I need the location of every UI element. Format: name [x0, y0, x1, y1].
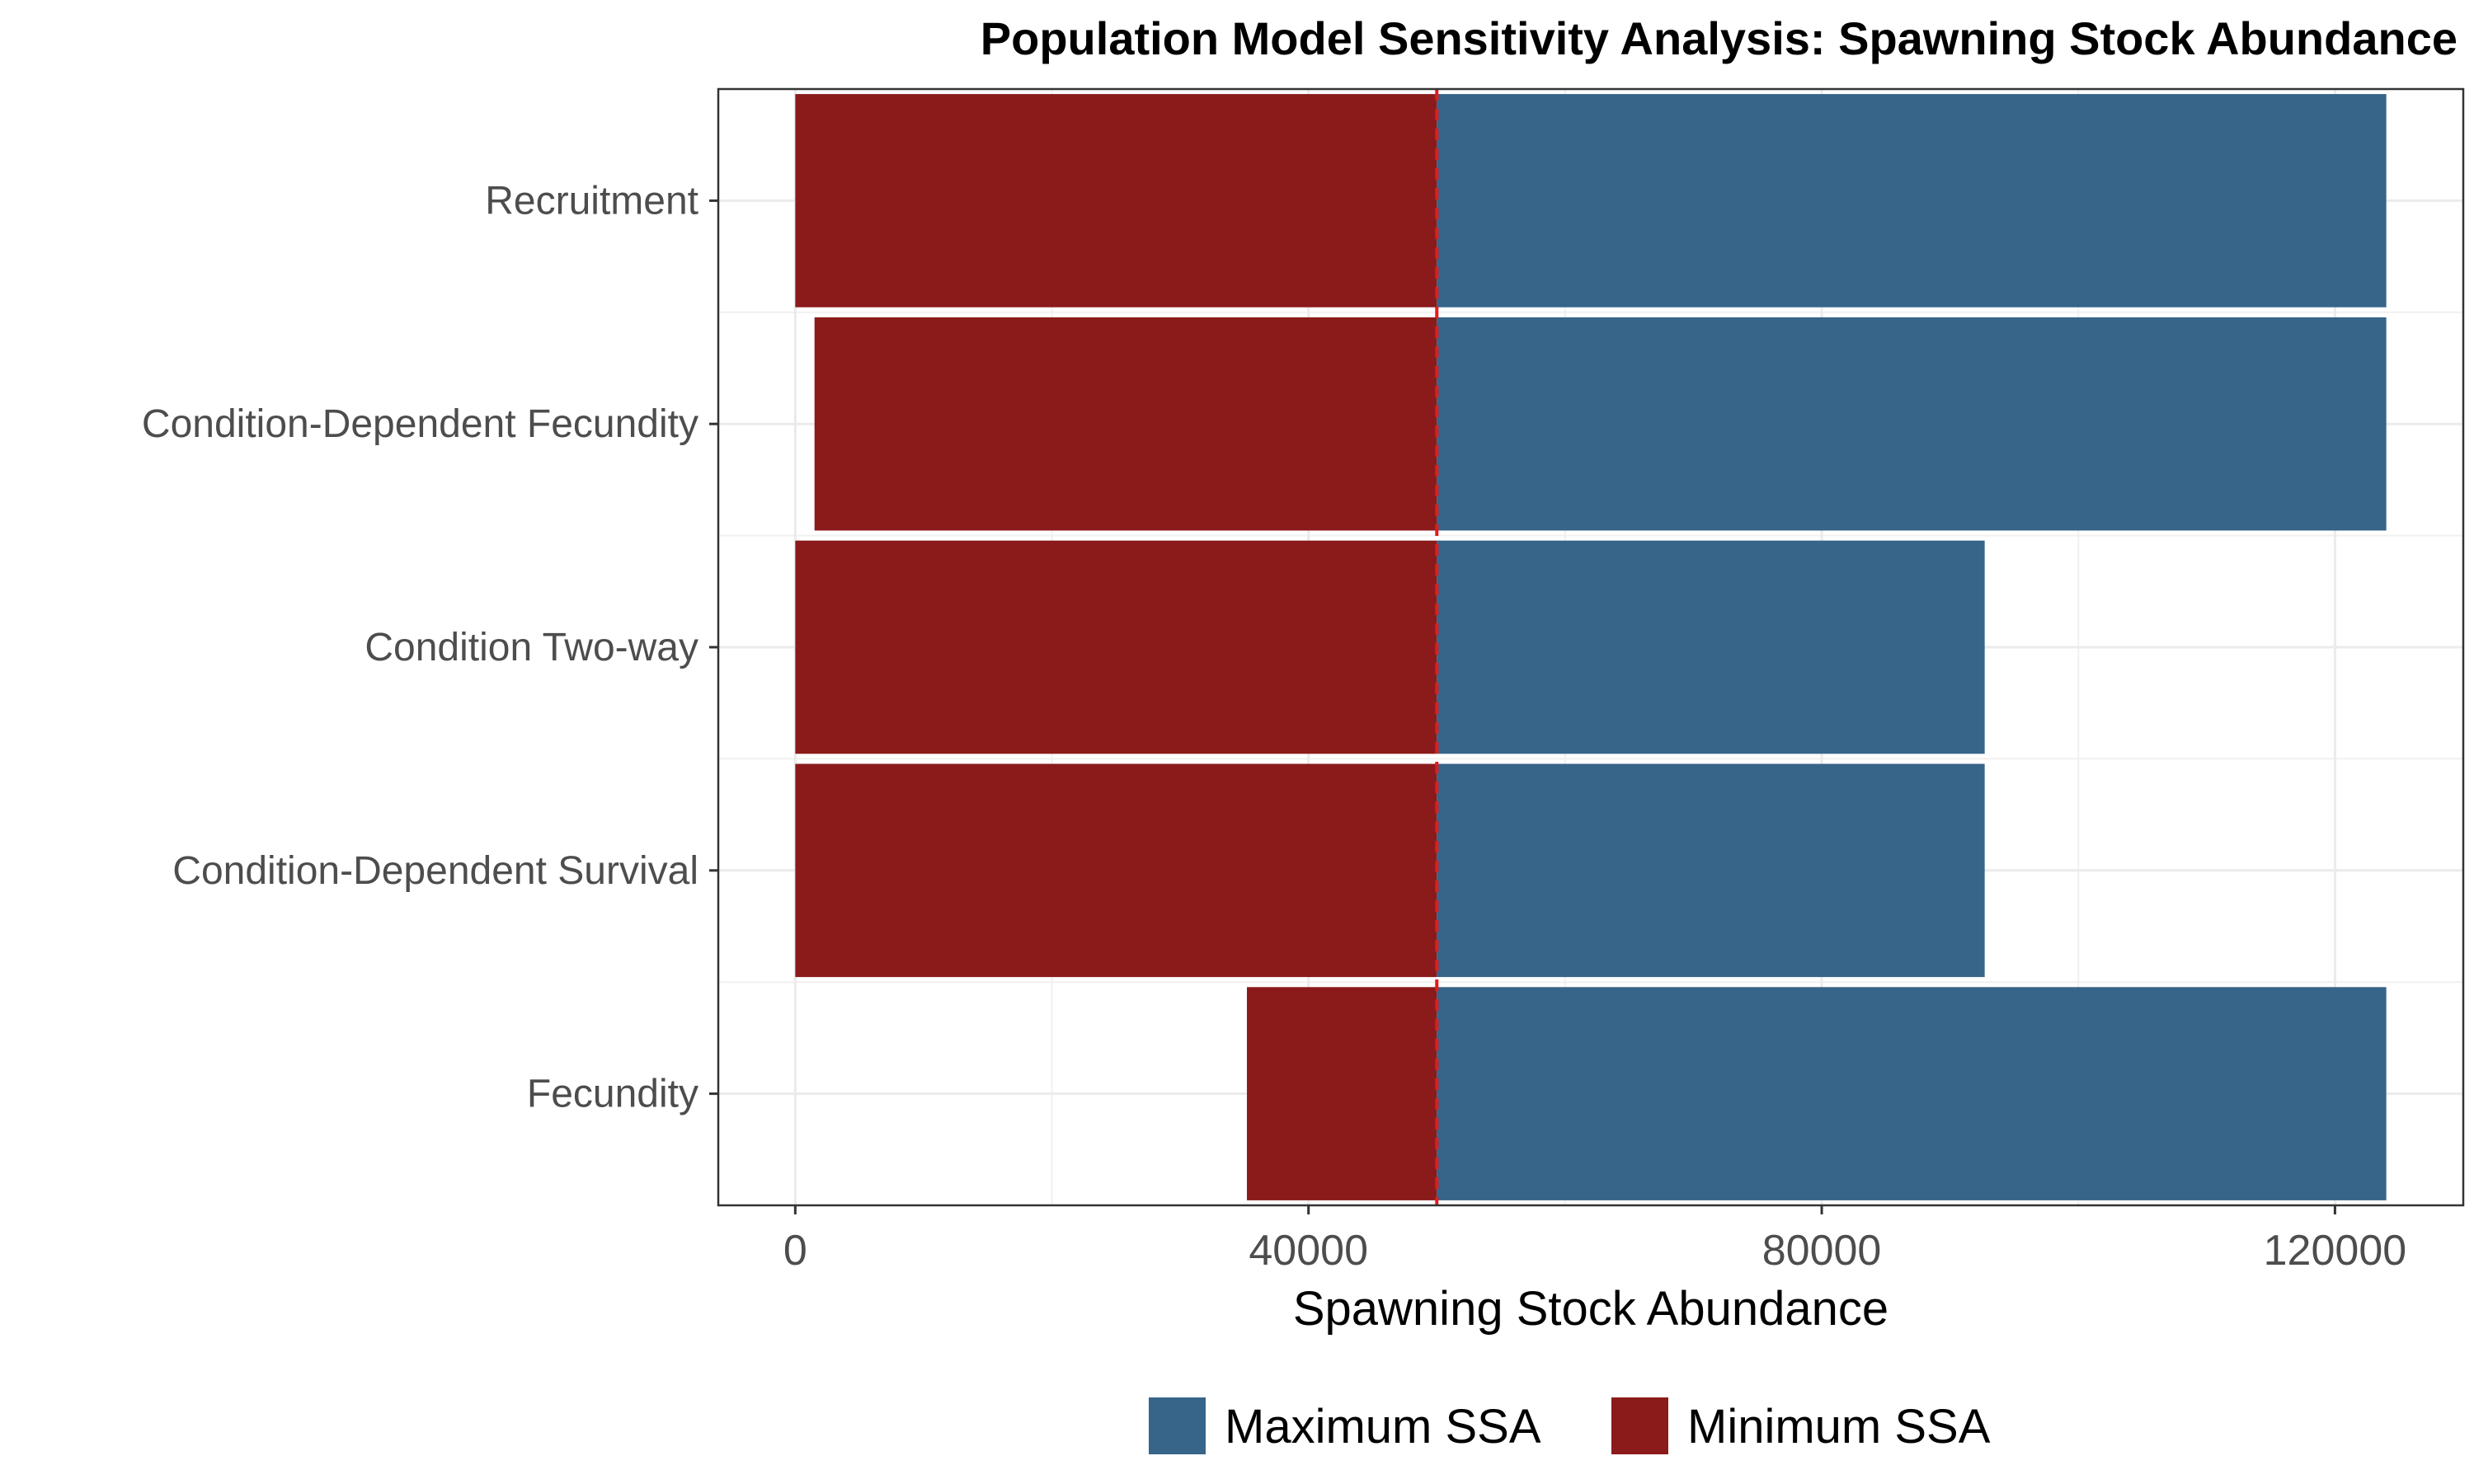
bar-minimum-ssa: [795, 763, 1437, 978]
legend-label: Minimum SSA: [1687, 1400, 1991, 1453]
bar-maximum-ssa: [1437, 540, 1985, 754]
bar-minimum-ssa: [795, 540, 1437, 754]
bars: [795, 89, 2387, 1205]
bar-maximum-ssa: [1437, 987, 2387, 1200]
y-tick-label: Condition Two-way: [365, 626, 698, 669]
bar-minimum-ssa: [1247, 987, 1437, 1200]
legend-key: [1611, 1397, 1668, 1454]
legend-label: Maximum SSA: [1225, 1400, 1541, 1453]
x-tick-label: 120000: [2264, 1227, 2407, 1275]
bar-minimum-ssa: [814, 317, 1437, 531]
y-tick-label: Condition-Dependent Survival: [172, 849, 698, 893]
bar-minimum-ssa: [795, 94, 1437, 308]
x-tick-label: 0: [783, 1227, 807, 1275]
bar-maximum-ssa: [1437, 763, 1985, 978]
chart-title: Population Model Sensitivity Analysis: S…: [981, 12, 2458, 64]
y-tick-label: Condition-Dependent Fecundity: [142, 402, 698, 446]
x-tick-label: 40000: [1249, 1227, 1368, 1275]
y-tick-label: Recruitment: [485, 179, 698, 223]
legend-key: [1149, 1397, 1206, 1454]
legend: Maximum SSA Minimum SSA: [1149, 1397, 1991, 1454]
y-tick-label: Fecundity: [527, 1073, 698, 1116]
bar-maximum-ssa: [1437, 317, 2387, 531]
x-tick-label: 80000: [1762, 1227, 1882, 1275]
x-axis-label: Spawning Stock Abundance: [1293, 1282, 1888, 1336]
bar-maximum-ssa: [1437, 94, 2387, 308]
axes: Recruitment Condition-Dependent Fecundity…: [142, 87, 2465, 1275]
